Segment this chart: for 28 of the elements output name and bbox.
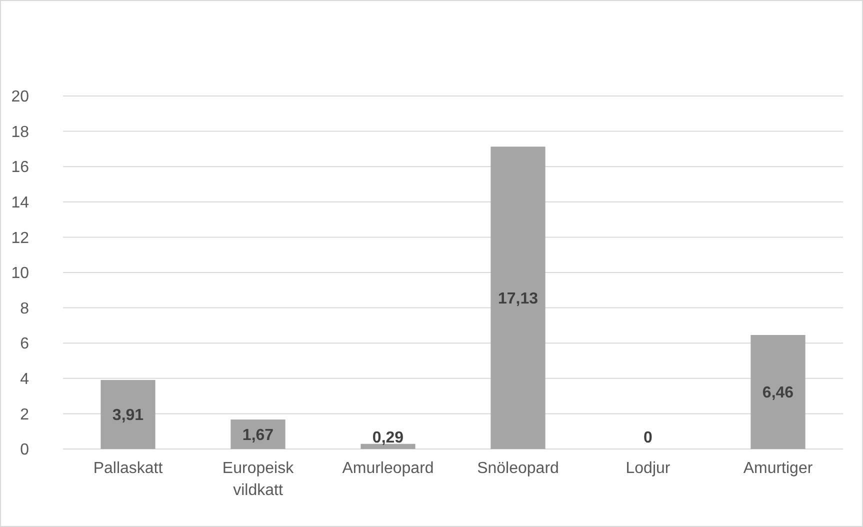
bar — [360, 444, 416, 449]
data-label: 1,67 — [242, 426, 274, 444]
x-tick-label: Amurtiger — [743, 460, 814, 477]
y-tick-label: 12 — [11, 230, 30, 247]
data-label: 17,13 — [498, 290, 538, 308]
y-tick-label: 10 — [11, 265, 30, 282]
data-label: 0,29 — [372, 430, 404, 447]
x-tick-label: Lodjur — [626, 460, 671, 477]
data-label: 3,91 — [112, 407, 144, 424]
bar — [490, 146, 546, 449]
x-tick-label: Snöleopard — [477, 460, 559, 477]
bar — [230, 420, 286, 449]
y-tick-label: 0 — [20, 442, 30, 459]
bar — [750, 334, 806, 449]
y-tick-label: 16 — [11, 159, 30, 176]
y-tick-label: 2 — [20, 406, 30, 424]
x-tick-label: Amurleopard — [342, 460, 434, 477]
data-label: 0 — [644, 430, 653, 447]
x-tick-label: Europeisk vildkatt — [222, 460, 295, 499]
bar — [100, 380, 156, 449]
y-tick-label: 20 — [11, 88, 30, 106]
x-tick-label: Pallaskatt — [93, 460, 164, 477]
data-label: 6,46 — [762, 384, 794, 402]
y-tick-label: 14 — [11, 194, 30, 212]
y-tick-label: 18 — [11, 124, 30, 141]
y-tick-label: 8 — [20, 300, 30, 318]
y-tick-label: 4 — [20, 371, 30, 388]
y-tick-label: 6 — [20, 336, 30, 353]
